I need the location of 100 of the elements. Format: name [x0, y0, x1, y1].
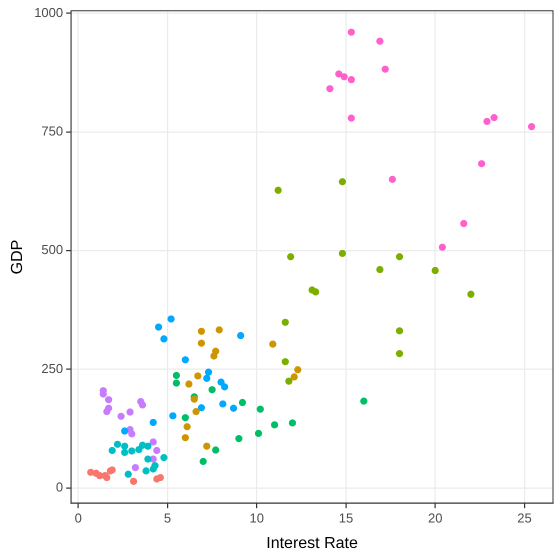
point [438, 244, 446, 251]
point [182, 414, 189, 422]
point [376, 266, 384, 274]
point [216, 326, 223, 334]
point [338, 250, 346, 258]
point [208, 386, 216, 394]
point [172, 372, 180, 380]
point [108, 446, 116, 454]
y-axis-title: GDP [9, 240, 26, 274]
point [117, 412, 125, 420]
point [150, 418, 157, 426]
point [360, 398, 368, 405]
point [396, 253, 404, 260]
point [121, 442, 128, 450]
point [172, 379, 180, 387]
x-tick-label: 0 [74, 510, 82, 526]
point [388, 176, 396, 183]
point [160, 335, 168, 343]
point [460, 220, 468, 228]
point [150, 438, 157, 446]
y-tick-label: 1000 [34, 4, 64, 20]
point [142, 467, 150, 475]
y-tick-label: 750 [41, 123, 64, 138]
point [348, 114, 355, 122]
point [200, 458, 207, 466]
point [282, 358, 289, 366]
point [221, 383, 228, 390]
point [326, 85, 334, 92]
point [182, 434, 189, 442]
point [256, 406, 264, 413]
x-tick-label: 5 [164, 510, 172, 526]
x-tick-label: 10 [250, 510, 264, 526]
point [126, 408, 134, 416]
x-tick-label: 25 [517, 510, 532, 526]
point [150, 465, 157, 473]
point [335, 70, 342, 78]
point [340, 73, 348, 80]
point [312, 288, 320, 296]
point [287, 253, 294, 260]
point [270, 421, 278, 428]
point [192, 408, 200, 416]
point [194, 372, 202, 380]
point [138, 401, 146, 409]
point [288, 419, 296, 427]
point [382, 66, 389, 73]
point [219, 400, 226, 408]
point [235, 435, 242, 442]
point [105, 404, 112, 412]
point [121, 427, 128, 435]
x-tick-label: 15 [338, 510, 354, 526]
point [230, 404, 238, 412]
point [290, 373, 298, 380]
point [212, 446, 220, 454]
point [198, 328, 206, 335]
point [282, 318, 289, 326]
point [396, 350, 404, 358]
point [217, 378, 225, 386]
point [348, 76, 355, 84]
y-tick-label: 500 [41, 242, 64, 258]
point [237, 332, 244, 340]
point [132, 464, 139, 472]
point [128, 447, 136, 455]
point [348, 28, 355, 36]
point [114, 440, 122, 448]
point [338, 178, 346, 186]
point [190, 396, 198, 403]
point [269, 340, 276, 348]
point [467, 290, 474, 298]
point [285, 378, 292, 385]
point [124, 470, 132, 478]
x-tick-label: 20 [428, 510, 442, 526]
point [483, 118, 491, 126]
point [198, 404, 206, 412]
point [128, 430, 136, 438]
point [185, 380, 193, 388]
y-tick-label: 0 [56, 480, 64, 495]
point [144, 455, 152, 463]
point [238, 398, 246, 406]
point [184, 423, 191, 430]
x-axis-title: Interest Rate [266, 534, 358, 552]
point [156, 474, 164, 482]
point [294, 366, 302, 374]
point [121, 448, 128, 456]
point [203, 442, 210, 450]
point [396, 327, 404, 334]
point [432, 266, 439, 274]
point [169, 412, 176, 420]
point [210, 352, 218, 360]
point [167, 315, 175, 323]
point [490, 114, 498, 122]
point [105, 396, 112, 404]
point [198, 340, 206, 347]
point [376, 38, 384, 45]
point [203, 374, 210, 382]
point [154, 323, 162, 331]
point [528, 123, 536, 130]
point [144, 442, 152, 450]
point [478, 160, 486, 168]
point [160, 454, 168, 462]
point [130, 478, 138, 485]
